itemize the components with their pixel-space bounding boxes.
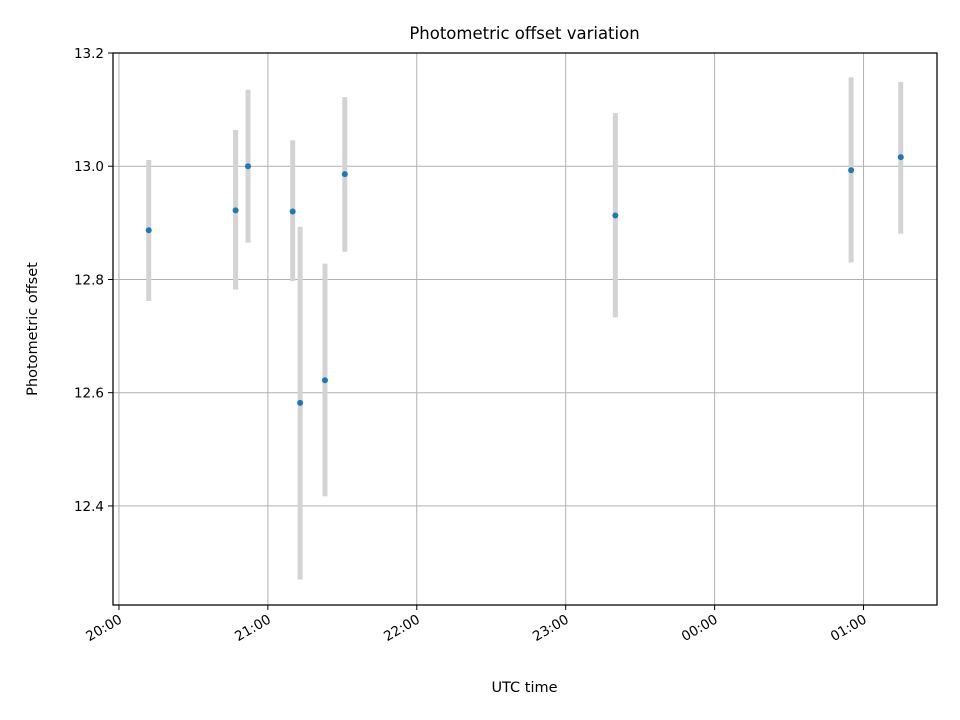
data-point [232, 207, 239, 214]
data-point [321, 377, 328, 384]
y-tick-label: 12.8 [74, 272, 104, 288]
data-points [145, 154, 904, 406]
data-point [897, 154, 904, 161]
x-axis-label: UTC time [491, 680, 557, 696]
data-point [612, 212, 619, 219]
y-tick-label: 12.4 [74, 499, 104, 515]
plot-frame [112, 52, 938, 606]
data-point [145, 227, 152, 234]
y-tick-label: 13.2 [74, 46, 104, 62]
y-axis-ticks: 12.4 12.6 12.8 13.0 13.2 [74, 46, 113, 515]
y-tick-label: 12.6 [74, 386, 104, 402]
y-tick-label: 13.0 [74, 159, 104, 175]
data-point [848, 167, 855, 174]
y-axis-label: Photometric offset [25, 262, 41, 396]
data-point [297, 399, 304, 406]
grid [113, 53, 937, 605]
data-point [289, 208, 296, 215]
data-point [245, 163, 252, 170]
chart-title: Photometric offset variation [409, 24, 639, 43]
data-point [341, 171, 348, 178]
